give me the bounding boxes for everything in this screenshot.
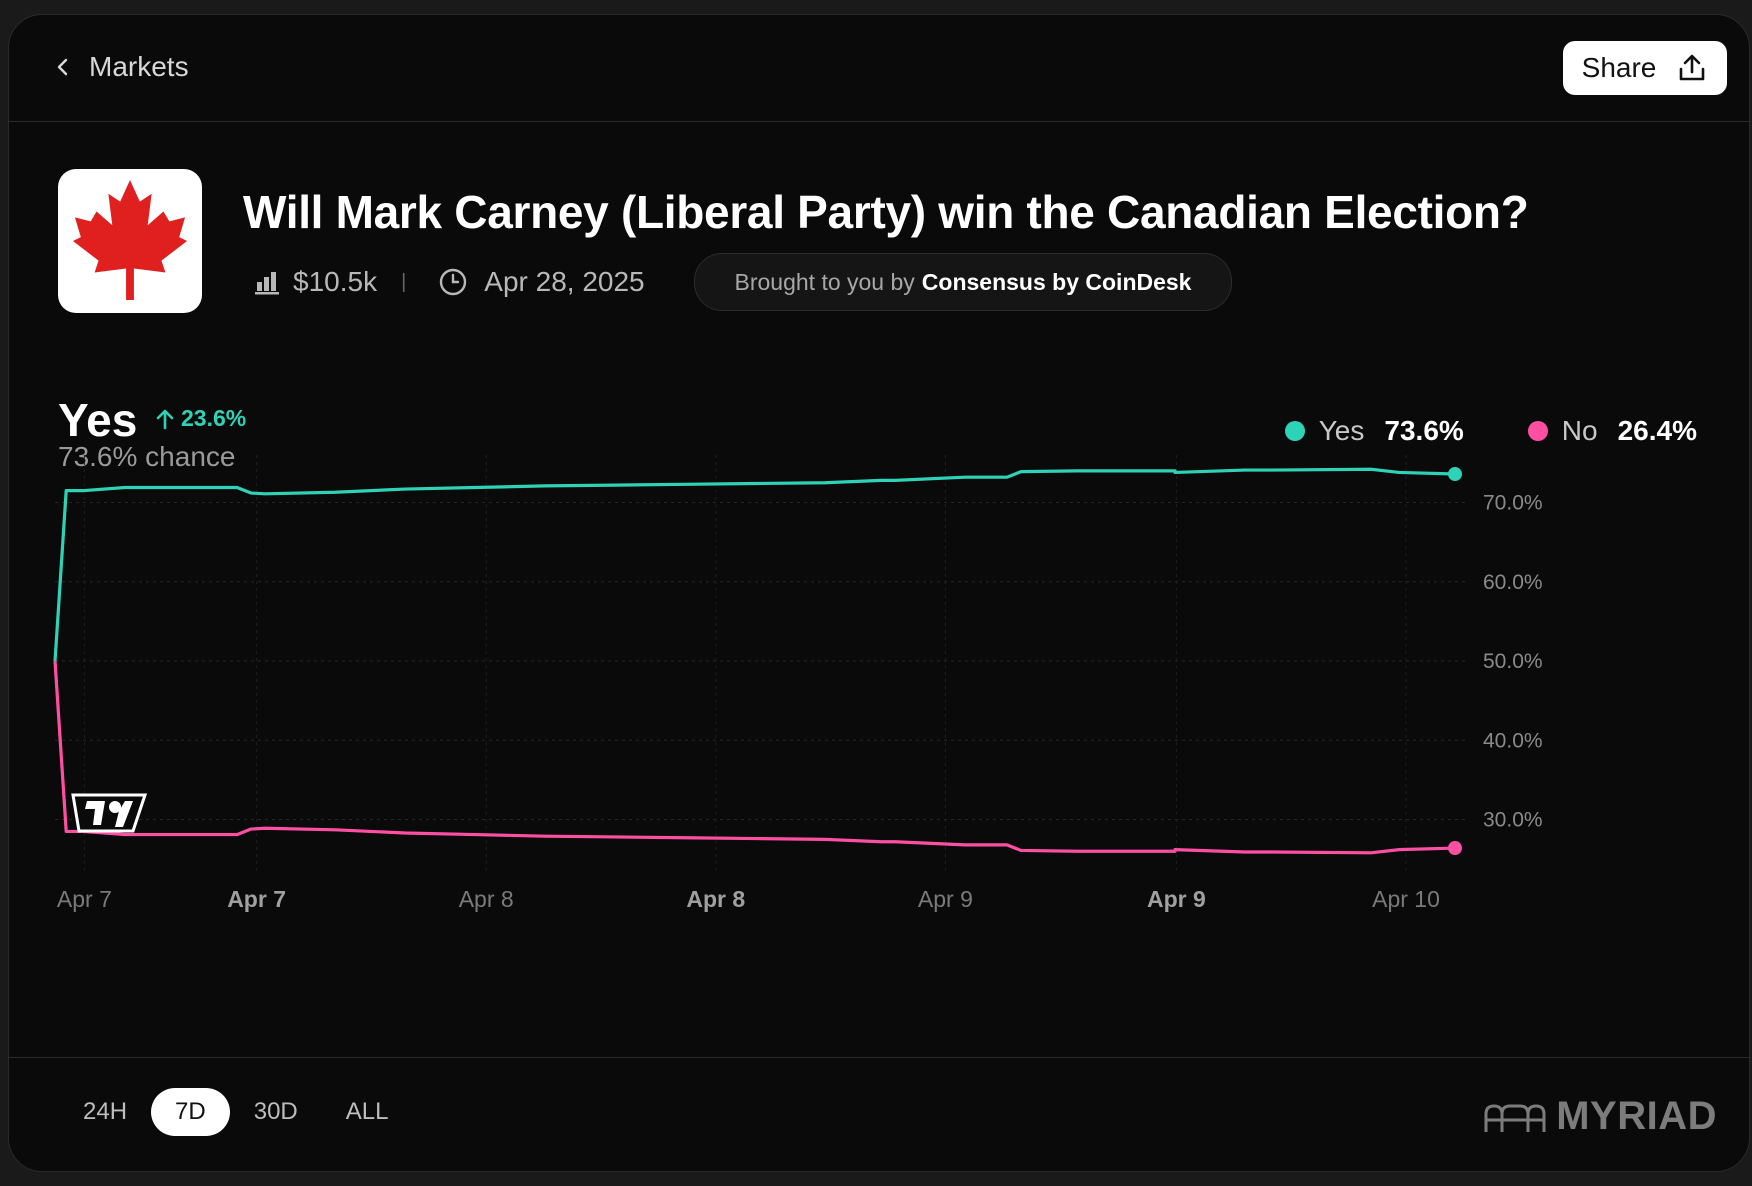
sponsor-name: Consensus by CoinDesk bbox=[921, 268, 1192, 295]
top-bar: Markets Share bbox=[9, 15, 1749, 122]
y-tick-label: 30.0% bbox=[1483, 809, 1543, 832]
volume-value: $10.5k bbox=[293, 266, 378, 297]
y-tick-label: 40.0% bbox=[1483, 729, 1543, 752]
chart-legend: Yes 73.6% No 26.4% bbox=[1284, 415, 1697, 447]
legend-no-dot bbox=[1527, 421, 1548, 441]
legend-no-label: No bbox=[1561, 415, 1598, 446]
series-line-no bbox=[53, 660, 1456, 855]
market-card: Markets Share Will Mark Carney (Liberal … bbox=[8, 14, 1750, 1172]
legend-yes-label: Yes bbox=[1318, 415, 1365, 446]
end-date: Apr 28, 2025 bbox=[484, 266, 645, 297]
volume-bars-icon bbox=[255, 272, 279, 295]
y-tick-label: 70.0% bbox=[1483, 492, 1543, 515]
chevron-left-icon bbox=[57, 58, 68, 76]
outcome-label: Yes bbox=[58, 394, 138, 446]
share-button[interactable]: Share bbox=[1563, 41, 1727, 95]
market-meta: $10.5k | Apr 28, 2025 bbox=[253, 253, 645, 311]
range-24h[interactable]: 24H bbox=[83, 1098, 128, 1125]
change-value: 23.6% bbox=[181, 405, 247, 431]
sponsor-badge[interactable]: Brought to you by Consensus by CoinDesk bbox=[694, 253, 1232, 311]
x-tick-label: Apr 9 bbox=[918, 886, 973, 912]
x-tick-label: Apr 7 bbox=[227, 886, 286, 912]
back-to-markets-link[interactable]: Markets bbox=[53, 47, 189, 87]
brand-name: MYRIAD bbox=[1556, 1094, 1717, 1138]
myriad-logo-icon bbox=[1484, 1103, 1546, 1132]
y-tick-label: 60.0% bbox=[1483, 571, 1543, 594]
x-tick-label: Apr 7 bbox=[57, 886, 112, 912]
legend-yes-dot bbox=[1284, 421, 1305, 441]
chance-text: 73.6% chance bbox=[58, 441, 236, 472]
market-title: Will Mark Carney (Liberal Party) win the… bbox=[243, 186, 1529, 238]
x-tick-label: Apr 8 bbox=[459, 886, 514, 912]
x-tick-label: Apr 10 bbox=[1372, 886, 1440, 912]
legend-yes-value: 73.6% bbox=[1384, 415, 1464, 446]
end-point-yes bbox=[1448, 467, 1462, 482]
chart-watermark-logo bbox=[71, 793, 148, 833]
y-tick-label: 50.0% bbox=[1483, 650, 1543, 673]
legend-yes: Yes 73.6% bbox=[1284, 415, 1464, 447]
probability-chart: 70.0% 60.0% 50.0% 40.0% 30.0% Apr 7 Apr 7 Apr 8… bbox=[53, 455, 1543, 912]
series-line-yes bbox=[53, 467, 1456, 662]
bottom-bar: 24H 7D 30D ALL MYRIAD bbox=[9, 1057, 1749, 1171]
clock-icon bbox=[440, 268, 467, 296]
range-30d[interactable]: 30D bbox=[253, 1098, 298, 1125]
legend-no: No 26.4% bbox=[1527, 415, 1697, 447]
canada-flag-logo bbox=[58, 169, 202, 313]
range-all[interactable]: ALL bbox=[345, 1098, 389, 1125]
meta-separator: | bbox=[401, 270, 407, 293]
end-point-no bbox=[1448, 841, 1462, 856]
legend-no-value: 26.4% bbox=[1617, 415, 1697, 446]
range-7d[interactable]: 7D bbox=[151, 1088, 230, 1136]
time-range-selector: 24H 7D 30D ALL bbox=[59, 1088, 412, 1136]
change-indicator: 23.6% bbox=[155, 405, 246, 432]
myriad-brand: MYRIAD bbox=[1484, 1094, 1717, 1139]
x-tick-label: Apr 9 bbox=[1147, 886, 1206, 912]
arrow-up-icon bbox=[156, 409, 174, 429]
back-label: Markets bbox=[89, 51, 189, 82]
maple-leaf-icon bbox=[72, 180, 188, 300]
upload-icon bbox=[1680, 54, 1705, 81]
share-label: Share bbox=[1581, 52, 1657, 83]
sponsor-prefix: Brought to you by bbox=[734, 268, 915, 295]
x-tick-label: Apr 8 bbox=[686, 886, 745, 912]
